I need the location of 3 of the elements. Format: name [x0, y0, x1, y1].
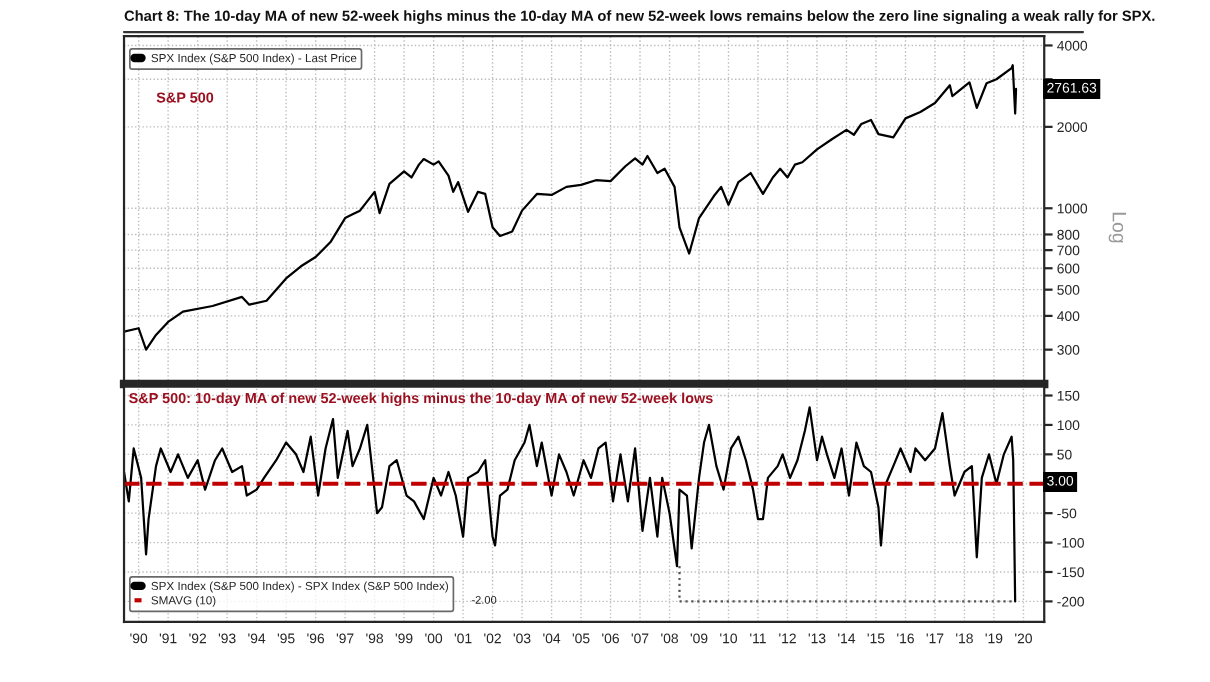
line-series [124, 64, 1018, 351]
text: Log [1108, 212, 1127, 243]
line-series [124, 406, 1017, 603]
